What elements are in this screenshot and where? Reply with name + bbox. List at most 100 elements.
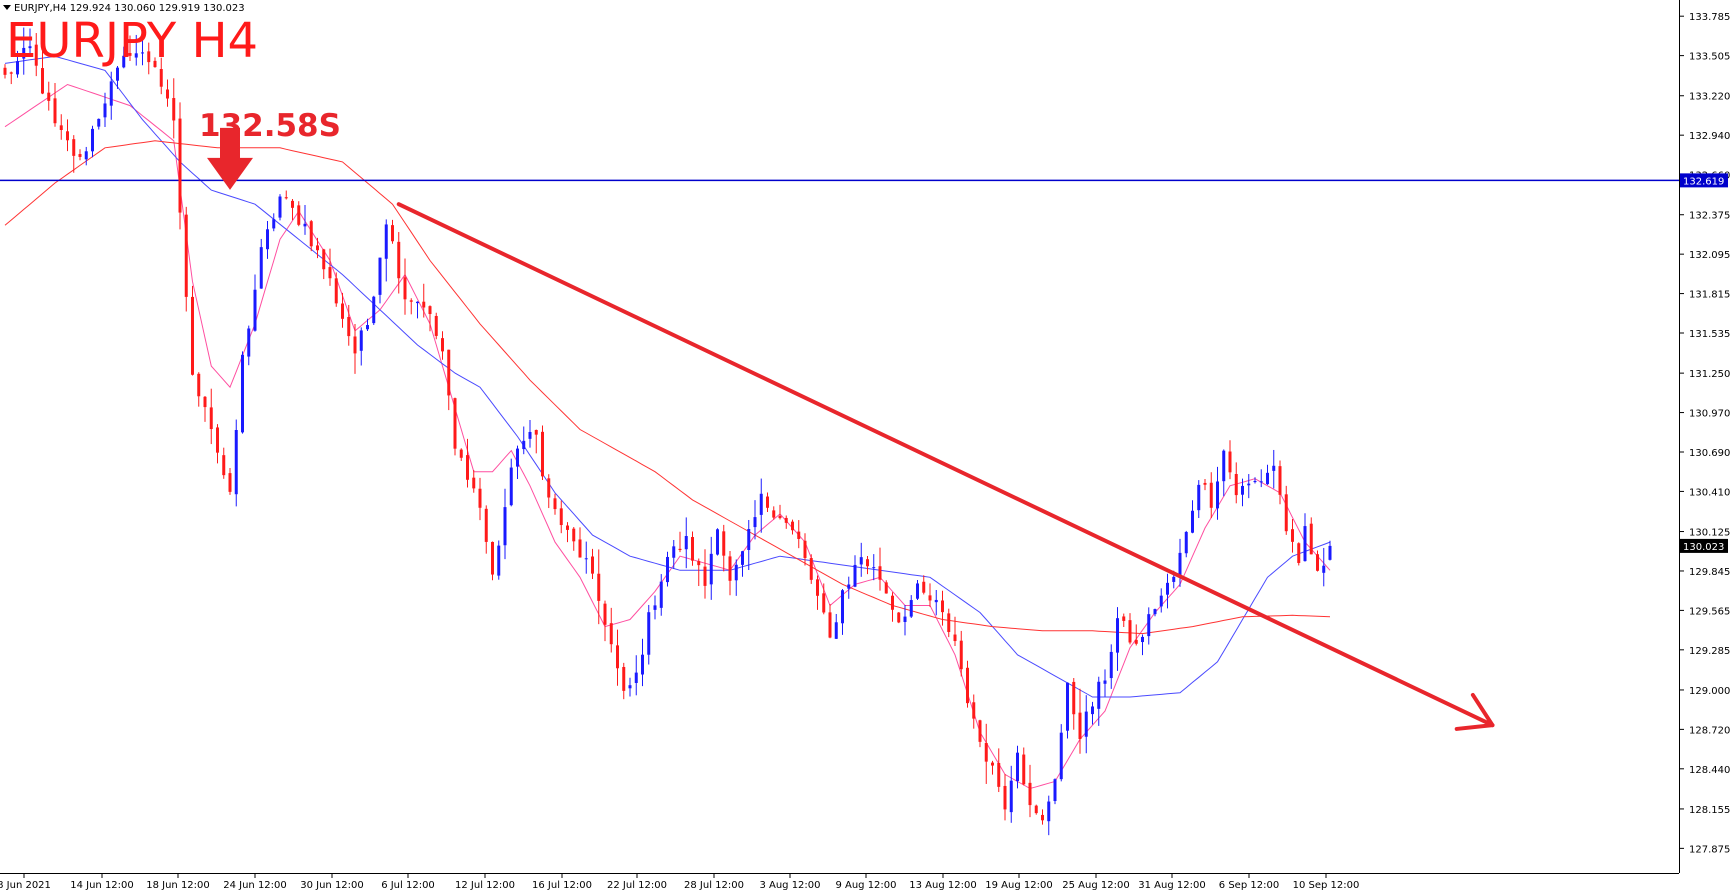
candle	[466, 438, 469, 488]
candle	[22, 27, 26, 75]
candle	[1116, 607, 1119, 671]
candle	[691, 531, 694, 566]
x-tick-label: 31 Aug 12:00	[1138, 880, 1205, 891]
candle	[1191, 500, 1194, 534]
candle	[822, 583, 826, 615]
candle	[678, 531, 682, 553]
candle-body	[1116, 618, 1119, 653]
candle	[1003, 773, 1007, 821]
x-tick-label: 24 Jun 12:00	[223, 880, 287, 891]
candle-body	[541, 431, 544, 477]
candle-body	[741, 551, 744, 565]
candle-body	[41, 68, 44, 94]
candle-body	[134, 53, 138, 58]
candle-body	[847, 584, 851, 589]
candle	[103, 92, 107, 127]
candle-body	[1066, 682, 1069, 731]
candle-body	[309, 221, 313, 247]
chart-menu-triangle-icon[interactable]	[3, 5, 11, 10]
candle-body	[397, 241, 401, 279]
candle-body	[422, 301, 426, 308]
chart-big-title: EURJPY H4	[6, 13, 258, 69]
candle	[1134, 624, 1138, 646]
candle-body	[141, 52, 144, 54]
candle	[503, 488, 507, 560]
candle-body	[816, 579, 819, 596]
candle	[666, 551, 669, 587]
candle	[916, 580, 919, 600]
candle	[878, 547, 882, 591]
candle	[534, 429, 538, 454]
candle-body	[584, 558, 588, 560]
x-tick-label: 12 Jul 12:00	[455, 880, 515, 891]
candle	[128, 35, 132, 61]
candle	[566, 522, 569, 543]
candle-body	[953, 634, 957, 642]
candle	[572, 527, 576, 551]
current-price-tag-box	[1680, 538, 1728, 553]
candle	[1291, 519, 1294, 553]
candle	[1072, 678, 1076, 730]
candle-body	[1266, 472, 1269, 485]
candle-body	[859, 557, 863, 565]
candle-body	[1278, 466, 1282, 495]
candle-body	[716, 529, 719, 555]
y-tick-label: 131.815	[1689, 290, 1730, 301]
candle-body	[972, 702, 976, 719]
candle	[1241, 478, 1244, 507]
candle	[197, 372, 201, 407]
candle-body	[884, 582, 888, 594]
candle-body	[1209, 482, 1213, 508]
candle	[653, 595, 657, 620]
candle	[353, 324, 357, 374]
candle	[953, 616, 957, 647]
candle-body	[328, 267, 332, 279]
candle-body	[1091, 706, 1094, 715]
candle-body	[647, 612, 651, 655]
candle-body	[803, 540, 807, 558]
candle-body	[303, 223, 307, 227]
downtrend-arrowhead-icon	[1454, 692, 1495, 731]
candle	[91, 125, 94, 158]
candle-body	[434, 315, 438, 336]
candle-body	[1259, 481, 1263, 483]
text-layer: EURJPY,H4 129.924 130.060 129.919 130.02…	[3, 3, 341, 144]
candle	[153, 57, 157, 68]
y-tick-label: 129.285	[1689, 646, 1730, 657]
candle	[1178, 538, 1182, 587]
candle-body	[441, 338, 444, 352]
candle-body	[172, 98, 176, 121]
candle-body	[1053, 779, 1057, 802]
y-tick-label: 130.690	[1689, 448, 1730, 459]
candle	[972, 694, 976, 729]
candle	[1322, 547, 1326, 587]
candle-body	[572, 528, 576, 542]
candle-body	[634, 672, 638, 683]
candle-body	[1184, 531, 1188, 554]
candle	[1253, 477, 1257, 484]
candle	[428, 305, 432, 332]
y-tick-label: 129.565	[1689, 606, 1730, 617]
x-tick-label: 10 Sep 12:00	[1293, 880, 1360, 891]
candle	[909, 595, 913, 619]
candle	[966, 660, 969, 708]
candle-body	[16, 61, 19, 75]
candle	[859, 542, 863, 577]
candle-body	[897, 612, 901, 623]
candle	[1141, 634, 1144, 656]
candle-body	[772, 510, 776, 518]
y-tick-label: 130.125	[1689, 528, 1730, 539]
candle	[441, 331, 444, 360]
x-tick-label: 25 Aug 12:00	[1062, 880, 1129, 891]
candle	[903, 605, 907, 636]
candle	[1259, 469, 1263, 488]
x-tick-label: 19 Aug 12:00	[985, 880, 1052, 891]
candle-body	[28, 46, 32, 49]
candle-body	[478, 488, 482, 508]
candle	[53, 82, 57, 127]
candle-body	[578, 539, 582, 558]
candle-body	[591, 556, 594, 574]
candle	[1209, 472, 1213, 519]
